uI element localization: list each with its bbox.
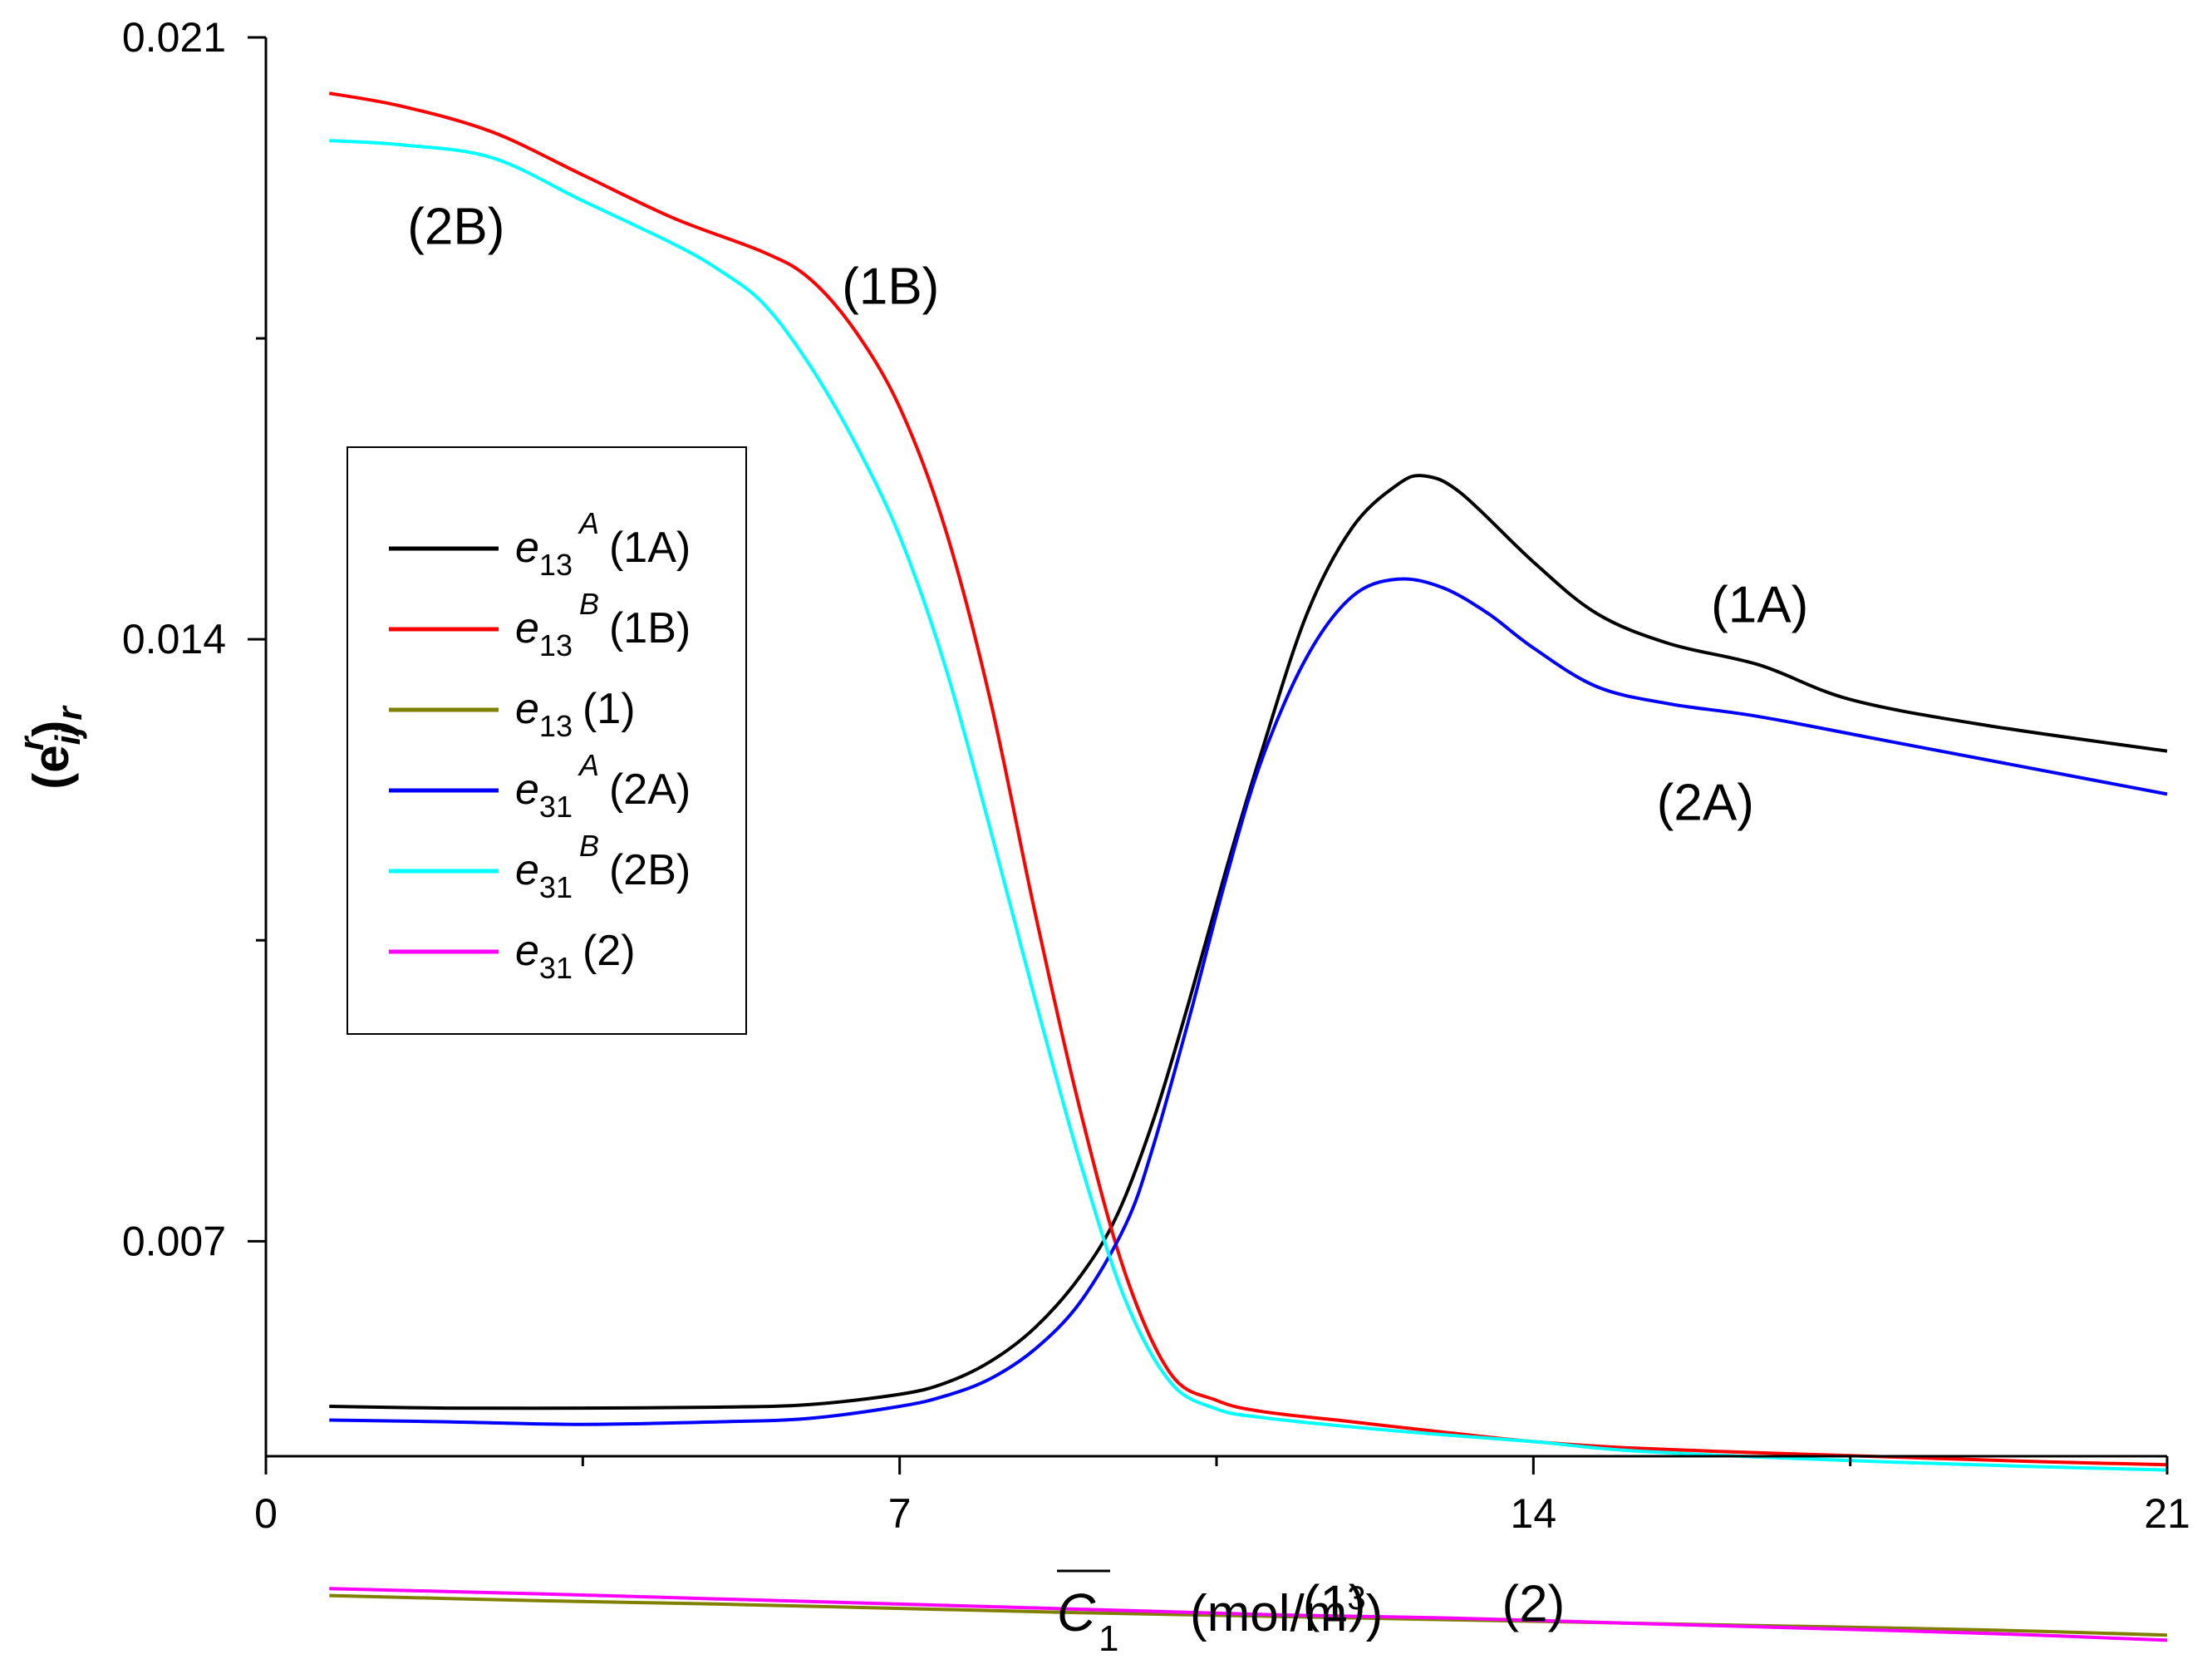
x-label-sub: 1 [1099, 1618, 1118, 1659]
series-line-2b [329, 139, 2168, 1472]
legend-label-2: e31 (2) [515, 927, 636, 985]
x-label-unit-close: ) [1366, 1585, 1384, 1642]
curve-label: (2B) [407, 198, 504, 255]
legend-label-1a: e13A(1A) [515, 506, 691, 582]
curve-label: (1A) [1711, 576, 1808, 633]
x-tick-label: 0 [254, 1490, 278, 1537]
y-tick-label: 0.014 [122, 616, 226, 662]
annotations: (2B) (1B) (1A) (2A) (1) (2) [407, 198, 1808, 1632]
series-line-1 [329, 1593, 2168, 1637]
curve-label: (2) [1502, 1576, 1565, 1633]
legend: e13A(1A)e13B(1B) e13 (1)e31A(2A)e31B(2B) e3… [347, 446, 747, 1035]
series-line-2a [329, 577, 2168, 1426]
curve-label: (2A) [1657, 774, 1754, 831]
x-label-unit-open: (mol/m [1190, 1585, 1347, 1642]
legend-label-1b: e13B(1B) [515, 587, 691, 662]
legend-box [347, 446, 747, 1035]
x-label-unit: (mol/m3) [1190, 1580, 1383, 1642]
x-axis-label: C 1 (mol/m3) [1057, 1569, 1383, 1659]
curve-label: (1B) [842, 258, 939, 316]
ticks [248, 36, 2169, 1475]
y-tick-label: 0.007 [122, 1218, 226, 1264]
x-tick-label: 21 [2144, 1490, 2190, 1537]
legend-label-1: e13 (1) [515, 685, 636, 743]
x-tick-label: 7 [888, 1490, 912, 1537]
x-label-unit-sup: 3 [1347, 1580, 1365, 1617]
legend-items: e13A(1A)e13B(1B) e13 (1)e31A(2A)e31B(2B) e3… [389, 506, 691, 985]
series-line-1a [329, 474, 2168, 1411]
y-axis-label: (eijr)r [12, 705, 89, 790]
y-label-sub: ij [48, 725, 87, 746]
plot-lines [328, 91, 2168, 1642]
x-tick-label: 14 [1511, 1490, 1557, 1537]
y-label-base: (e [23, 745, 79, 789]
series-line-2 [329, 1587, 2168, 1642]
y-label-close: ) [23, 721, 79, 737]
legend-label-2a: e31A(2A) [515, 748, 691, 824]
legend-label-2b: e31B(2B) [515, 829, 691, 904]
series-line-1b [328, 91, 2168, 1467]
curve-label: (1) [1303, 1576, 1366, 1633]
y-label-sup: r [12, 735, 51, 751]
x-label-symbol: C [1057, 1583, 1096, 1642]
y-label-outer-sub: r [50, 705, 89, 721]
tick-labels: 0 7 14 21 0.007 0.014 0.021 [122, 14, 2190, 1537]
y-tick-label: 0.021 [122, 14, 226, 61]
